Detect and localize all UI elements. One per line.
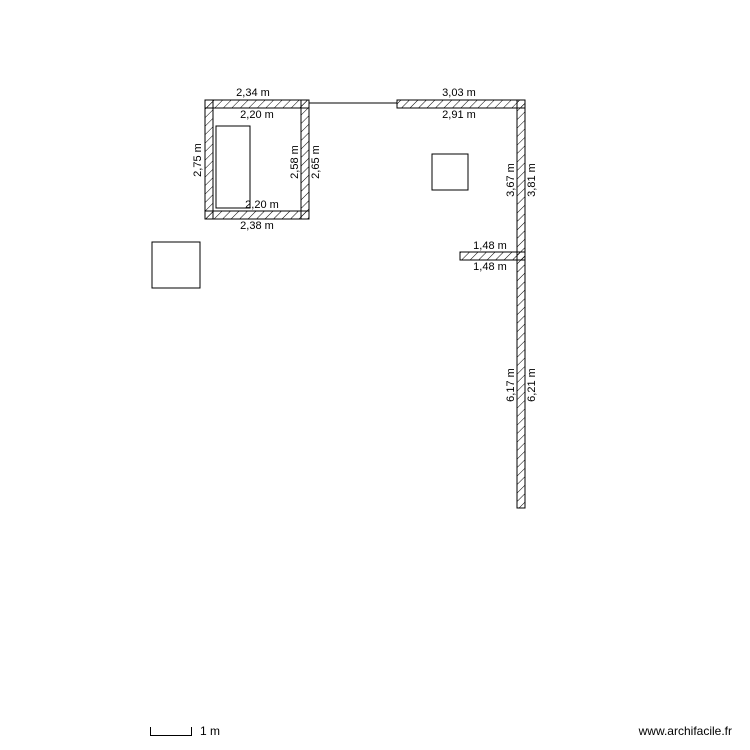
dimension-label: 6,17 m [505, 368, 517, 402]
wall-middle_v_room1 [301, 100, 309, 219]
dimension-label: 2,20 m [245, 199, 279, 211]
dimension-label: 3,67 m [505, 163, 517, 197]
wall-top_left [205, 100, 309, 108]
dimension-label: 2,20 m [240, 109, 274, 121]
dimension-label: 2,58 m [289, 145, 301, 179]
attribution-url: www.archifacile.fr [639, 724, 732, 738]
dimension-label: 2,38 m [240, 220, 274, 232]
dimension-label: 1,48 m [473, 240, 507, 252]
scale-bar-icon [150, 727, 192, 736]
dimension-label: 1,48 m [473, 261, 507, 273]
fixture-fixture_room1 [216, 126, 250, 208]
dimension-label: 2,91 m [442, 109, 476, 121]
fixture-fixture_free [152, 242, 200, 288]
wall-stub_h [460, 252, 525, 260]
dimension-label: 3,03 m [442, 87, 476, 99]
dimension-label: 2,75 m [192, 143, 204, 177]
wall-top_right [397, 100, 525, 108]
floor-plan-svg: 2,34 m 2,20 m 3,03 m 2,91 m 2,75 m 2,58 m 2,65… [0, 0, 750, 750]
dimension-label: 2,65 m [310, 145, 322, 179]
scale-label: 1 m [200, 724, 220, 738]
dimension-label: 3,81 m [526, 163, 538, 197]
footer: 1 m www.archifacile.fr [0, 724, 750, 738]
dimension-label: 2,34 m [236, 87, 270, 99]
wall-bottom_room1 [205, 211, 309, 219]
fixture-fixture_center_room2 [432, 154, 468, 190]
wall-right_room2 [517, 100, 525, 260]
wall-left_room1 [205, 100, 213, 219]
dimension-label: 6,21 m [526, 368, 538, 402]
scale-indicator: 1 m [150, 724, 220, 738]
wall-long_v [517, 252, 525, 508]
